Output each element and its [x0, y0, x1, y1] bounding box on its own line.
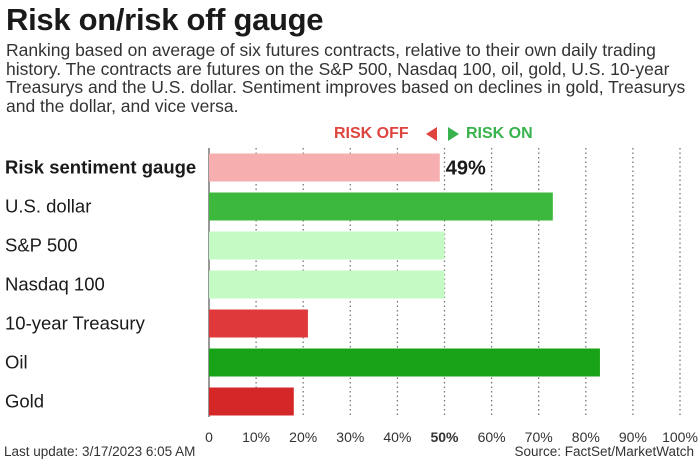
tick-label: 20%: [289, 429, 317, 445]
category-label: S&P 500: [5, 235, 78, 256]
risk-on-arrow-icon: [448, 127, 459, 141]
bar: [209, 387, 294, 416]
category-label: Gold: [5, 391, 44, 412]
risk-off-label: RISK OFF: [334, 125, 409, 142]
source-text: Source: FactSet/MarketWatch: [514, 444, 694, 459]
tick-label: 10%: [242, 429, 270, 445]
bar: [209, 309, 308, 338]
bar: [209, 348, 600, 377]
bar: [209, 192, 553, 221]
bar: [209, 270, 445, 299]
tick-label: 90%: [619, 429, 647, 445]
tick-label: 30%: [336, 429, 364, 445]
tick-label: 50%: [430, 429, 459, 445]
data-label: 49%: [446, 158, 486, 180]
tick-label: 70%: [525, 429, 553, 445]
category-label: U.S. dollar: [5, 196, 91, 217]
risk-on-label: RISK ON: [466, 125, 533, 142]
chart-title: Risk on/risk off gauge: [6, 2, 324, 37]
tick-label: 40%: [383, 429, 411, 445]
category-label: Nasdaq 100: [5, 274, 105, 295]
bar: [209, 231, 445, 260]
tick-label: 100%: [662, 429, 698, 445]
tick-label: 0: [205, 429, 213, 445]
chart-subtitle: Ranking based on average of six futures …: [6, 40, 686, 116]
tick-label: 60%: [478, 429, 506, 445]
risk-off-arrow-icon: [426, 127, 437, 141]
last-update-text: Last update: 3/17/2023 6:05 AM: [4, 444, 196, 459]
category-label: Risk sentiment gauge: [5, 157, 196, 178]
bar: [209, 153, 440, 182]
tick-label: 80%: [572, 429, 600, 445]
category-label: 10-year Treasury: [5, 313, 146, 334]
category-label: Oil: [5, 352, 28, 373]
